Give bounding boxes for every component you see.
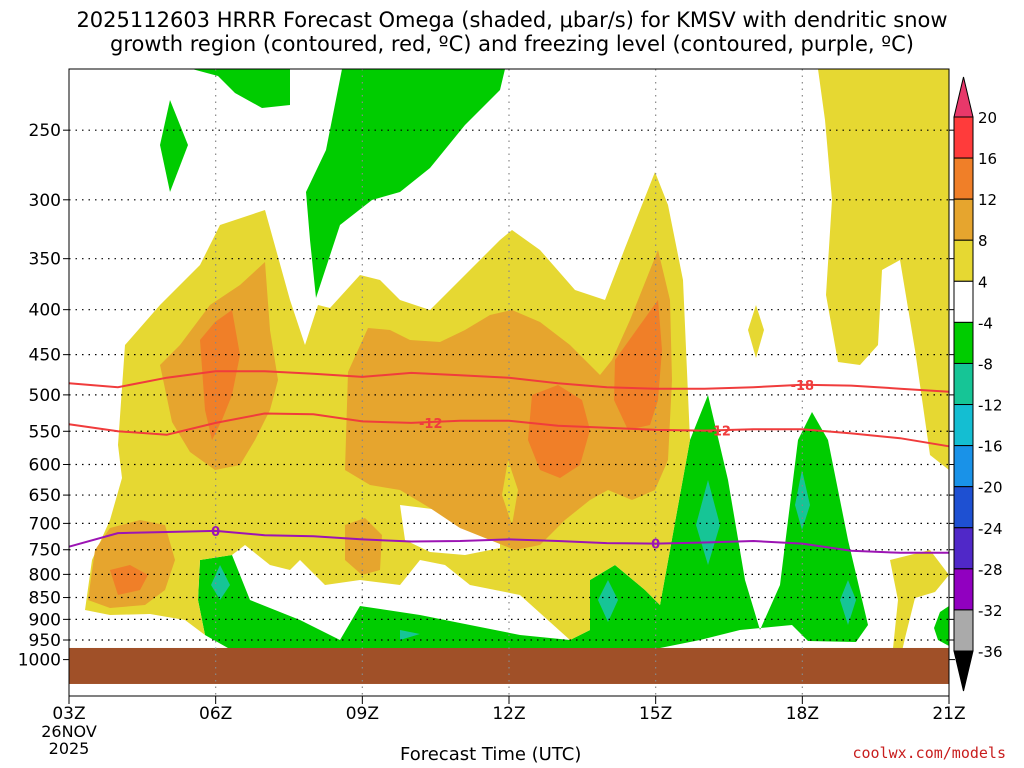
y-tick-label: 250 bbox=[29, 121, 61, 141]
ground-surface bbox=[69, 647, 949, 684]
colorbar-box bbox=[953, 609, 974, 652]
y-tick-label: 850 bbox=[29, 589, 61, 609]
y-tick-label: 500 bbox=[29, 386, 61, 406]
colorbar-label: -36 bbox=[978, 643, 1003, 661]
omega-shade-darkorange bbox=[110, 565, 148, 595]
omega-shade-teal bbox=[598, 580, 618, 622]
contour-line bbox=[68, 412, 950, 448]
colorbar-label: -20 bbox=[978, 479, 1003, 497]
omega-shading bbox=[69, 69, 949, 684]
colorbar-box bbox=[953, 568, 974, 611]
colorbar-label: -28 bbox=[978, 561, 1003, 579]
colorbar-box bbox=[953, 321, 974, 364]
contour-label: -12 bbox=[419, 417, 443, 432]
colorbar-label: -24 bbox=[978, 520, 1003, 538]
omega-shade-green bbox=[306, 69, 505, 298]
omega-shade-yellow bbox=[502, 460, 518, 525]
y-tick-label: 650 bbox=[29, 486, 61, 506]
date-label: 2025 bbox=[49, 739, 90, 758]
chart-title-line1: 2025112603 HRRR Forecast Omega (shaded, … bbox=[76, 8, 948, 32]
y-tick-label: 300 bbox=[29, 191, 61, 211]
colorbar-top-arrow bbox=[953, 76, 974, 118]
colorbar-box bbox=[953, 239, 974, 282]
x-tick-label: 15Z bbox=[639, 704, 672, 724]
y-tick-label: 350 bbox=[29, 250, 61, 270]
chart-title-line2: growth region (contoured, red, ºC) and f… bbox=[110, 32, 914, 56]
colorbar-box bbox=[953, 198, 974, 241]
omega-shade-orange bbox=[88, 520, 175, 608]
y-tick-label: 1000 bbox=[18, 651, 61, 671]
y-tick-label: 900 bbox=[29, 610, 61, 630]
credit-link[interactable]: coolwx.com/models bbox=[852, 744, 1006, 762]
colorbar-label: 16 bbox=[978, 150, 997, 168]
colorbar-bottom-arrow bbox=[953, 650, 974, 692]
omega-shade-green bbox=[198, 395, 868, 658]
gridlines bbox=[69, 69, 949, 696]
omega-shade-yellow bbox=[748, 305, 764, 358]
y-tick-label: 600 bbox=[29, 456, 61, 476]
omega-shade-teal bbox=[840, 580, 856, 625]
omega-shade-darkorange bbox=[528, 385, 590, 478]
omega-shade-orange bbox=[345, 250, 672, 550]
x-tick-label: 06Z bbox=[199, 704, 232, 724]
omega-shade-green bbox=[160, 100, 188, 192]
colorbar-label: 8 bbox=[978, 232, 988, 250]
x-tick-label: 09Z bbox=[346, 704, 379, 724]
x-tick-label: 18Z bbox=[786, 704, 819, 724]
omega-shade-darkorange bbox=[200, 310, 240, 440]
colorbar-box bbox=[953, 157, 974, 200]
omega-shade-yellow bbox=[890, 550, 949, 660]
colorbar-box bbox=[953, 280, 974, 323]
y-tick-label: 550 bbox=[29, 422, 61, 442]
x-axis-title: Forecast Time (UTC) bbox=[400, 744, 582, 765]
colorbar-label: -16 bbox=[978, 438, 1003, 456]
omega-shade-white bbox=[400, 505, 500, 555]
colorbar-box bbox=[953, 116, 974, 159]
contour-label: 0 bbox=[651, 538, 660, 553]
contour-label: -18 bbox=[791, 379, 815, 394]
omega-shade-darkorange bbox=[614, 300, 662, 430]
colorbar-box bbox=[953, 404, 974, 447]
colorbar-label: -12 bbox=[978, 397, 1003, 415]
colorbar-box bbox=[953, 486, 974, 529]
contour-label: 0 bbox=[211, 525, 220, 540]
colorbar-box bbox=[953, 527, 974, 570]
y-tick-label: 950 bbox=[29, 631, 61, 651]
omega-shade-green bbox=[192, 69, 290, 108]
y-tick-label: 450 bbox=[29, 346, 61, 366]
y-tick-label: 700 bbox=[29, 514, 61, 534]
omega-shade-teal bbox=[211, 565, 230, 600]
contour-line bbox=[68, 370, 950, 393]
y-tick-label: 400 bbox=[29, 301, 61, 321]
colorbar-label: -4 bbox=[978, 314, 993, 332]
colorbar: 20 16 12 8 4 -4 -8 -12 -16 -20 -24 -28 -32 -36 bbox=[953, 76, 1003, 692]
colorbar-box bbox=[953, 445, 974, 488]
x-tick-label: 21Z bbox=[932, 704, 965, 724]
omega-shade-teal bbox=[696, 480, 720, 565]
omega-shade-green bbox=[934, 606, 949, 646]
colorbar-label: 12 bbox=[978, 191, 997, 209]
omega-shade-teal bbox=[400, 630, 420, 640]
temperature-contours bbox=[68, 370, 950, 554]
x-tick-label: 12Z bbox=[492, 704, 525, 724]
contour-labels: -18 -12 -12 0 0 bbox=[211, 379, 815, 553]
y-tick-label: 750 bbox=[29, 541, 61, 561]
y-tick-label: 800 bbox=[29, 565, 61, 585]
date-label: 26NOV bbox=[41, 722, 97, 741]
x-tick-label: 03Z bbox=[52, 704, 85, 724]
y-axis: 2503003504004505005506006507007508008509… bbox=[18, 121, 955, 671]
colorbar-label: -32 bbox=[978, 602, 1003, 620]
colorbar-label: 4 bbox=[978, 273, 988, 291]
colorbar-label: -8 bbox=[978, 355, 993, 373]
contour-label: -12 bbox=[707, 425, 731, 440]
contour-line bbox=[68, 529, 949, 554]
omega-shade-teal bbox=[795, 470, 810, 530]
colorbar-label: 20 bbox=[978, 109, 997, 127]
omega-shade-yellow bbox=[818, 69, 949, 470]
colorbar-box bbox=[953, 362, 974, 406]
omega-shade-orange bbox=[345, 518, 382, 575]
